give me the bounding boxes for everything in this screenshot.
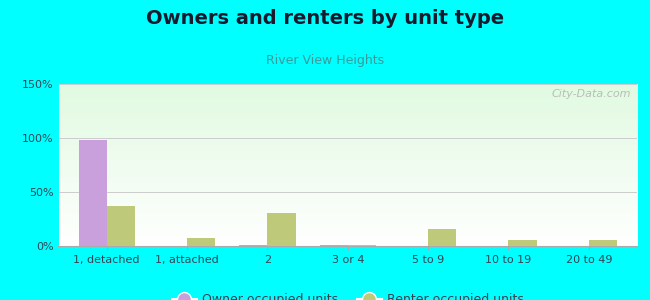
Bar xyxy=(239,245,267,246)
Bar xyxy=(107,206,135,246)
Bar xyxy=(348,245,376,246)
Bar xyxy=(187,238,215,246)
Text: River View Heights: River View Heights xyxy=(266,54,384,67)
Text: Owners and renters by unit type: Owners and renters by unit type xyxy=(146,9,504,28)
Bar xyxy=(267,212,296,246)
Legend: Owner occupied units, Renter occupied units: Owner occupied units, Renter occupied un… xyxy=(167,288,528,300)
Bar xyxy=(428,229,456,246)
Text: City-Data.com: City-Data.com xyxy=(552,89,631,99)
Bar xyxy=(320,245,348,246)
Bar xyxy=(589,239,617,246)
Bar xyxy=(79,140,107,246)
Bar xyxy=(508,239,536,246)
